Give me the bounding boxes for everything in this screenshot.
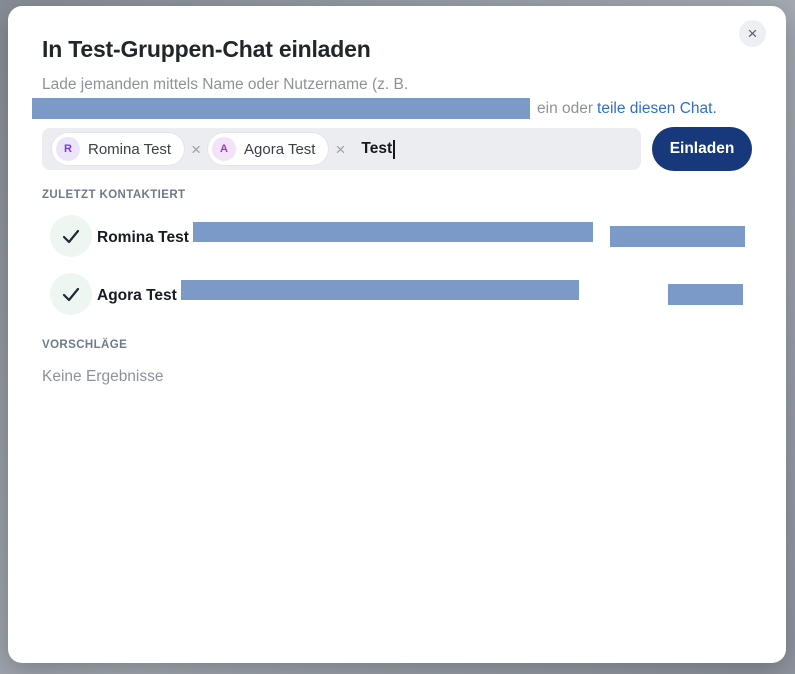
contact-name: Agora Test (97, 287, 177, 304)
check-icon (62, 287, 80, 302)
chip-romina-test: R Romina Test (52, 133, 185, 165)
text-caret (393, 139, 395, 159)
invite-search-input[interactable]: R Romina Test × A Agora Test × Test (42, 128, 641, 170)
chip-label: Romina Test (88, 140, 172, 158)
redacted-contact-meta (668, 284, 743, 305)
redacted-contact-username (181, 280, 580, 300)
modal-description: Lade jemanden mittels Name oder Nutzerna… (42, 76, 409, 93)
avatar: A (212, 137, 237, 161)
chip-remove-icon[interactable]: × (335, 139, 346, 159)
redacted-contact-username (193, 222, 594, 242)
invite-modal: × In Test-Gruppen-Chat einladen Lade jem… (8, 6, 786, 663)
modal-description-line2: ein oder teile diesen Chat. (32, 98, 752, 119)
contact-row-agora[interactable]: Agora Test (42, 273, 752, 317)
selected-indicator (50, 273, 92, 315)
redacted-username-example (32, 98, 530, 119)
share-chat-link[interactable]: teile diesen Chat. (597, 99, 717, 117)
invite-input-row: R Romina Test × A Agora Test × Test Einl… (42, 127, 752, 171)
chip-agora-test: A Agora Test (208, 133, 329, 165)
redacted-contact-meta (610, 226, 745, 247)
contact-info: Agora Test (97, 273, 580, 305)
modal-title: In Test-Gruppen-Chat einladen (42, 36, 371, 62)
chip-label: Agora Test (244, 140, 316, 158)
no-results-text: Keine Ergebnisse (42, 368, 164, 385)
close-icon: × (747, 24, 758, 43)
selected-indicator (50, 215, 92, 257)
contact-info: Romina Test (97, 215, 594, 247)
suggestions-label: VORSCHLÄGE (42, 339, 128, 351)
invite-button[interactable]: Einladen (652, 127, 752, 171)
recent-contacts-label: ZULETZT KONTAKTIERT (42, 189, 186, 201)
avatar: R (56, 137, 80, 161)
contact-name: Romina Test (97, 229, 189, 246)
close-button[interactable]: × (739, 20, 766, 47)
contact-row-romina[interactable]: Romina Test (42, 215, 752, 259)
check-icon (62, 229, 80, 244)
description-suffix: ein oder (537, 99, 594, 117)
typed-search-text: Test (361, 140, 393, 157)
chip-remove-icon[interactable]: × (191, 139, 202, 159)
